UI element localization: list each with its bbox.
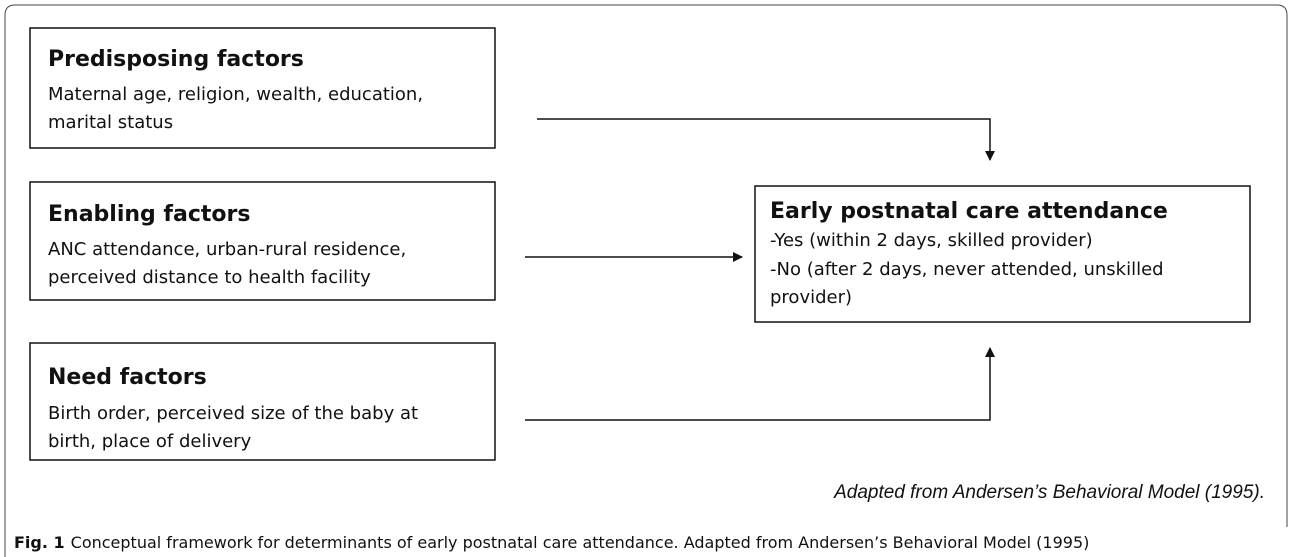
caption: Fig. 1 Conceptual framework for determina… — [14, 533, 1089, 552]
caption-label: Fig. 1 — [14, 533, 65, 552]
node-line: ANC attendance, urban-rural residence, — [48, 239, 406, 260]
box-need — [29, 342, 496, 461]
node-title: Enabling factors — [48, 202, 250, 227]
node-title: Need factors — [48, 365, 207, 390]
box-enabling — [29, 181, 496, 301]
node-line: perceived distance to health facility — [48, 267, 371, 288]
node-line: Maternal age, religion, wealth, educatio… — [48, 84, 423, 105]
node-line: -No (after 2 days, never attended, unski… — [770, 259, 1164, 280]
node-line: marital status — [48, 112, 173, 133]
note: Adapted from Andersen’s Behavioral Model… — [833, 482, 1265, 503]
arrow — [537, 118, 995, 161]
node-line: Birth order, perceived size of the baby … — [48, 403, 418, 424]
frame — [4, 4, 1288, 557]
node-title: Early postnatal care attendance — [770, 199, 1168, 224]
arrow — [525, 347, 995, 421]
caption-text: Conceptual framework for determinants of… — [71, 533, 1090, 552]
node-line: provider) — [770, 287, 852, 308]
node-title: Predisposing factors — [48, 47, 304, 72]
node-line: birth, place of delivery — [48, 431, 252, 452]
node-line: -Yes (within 2 days, skilled provider) — [770, 230, 1093, 251]
box-predisposing — [29, 27, 496, 149]
box-outcome — [754, 185, 1251, 323]
